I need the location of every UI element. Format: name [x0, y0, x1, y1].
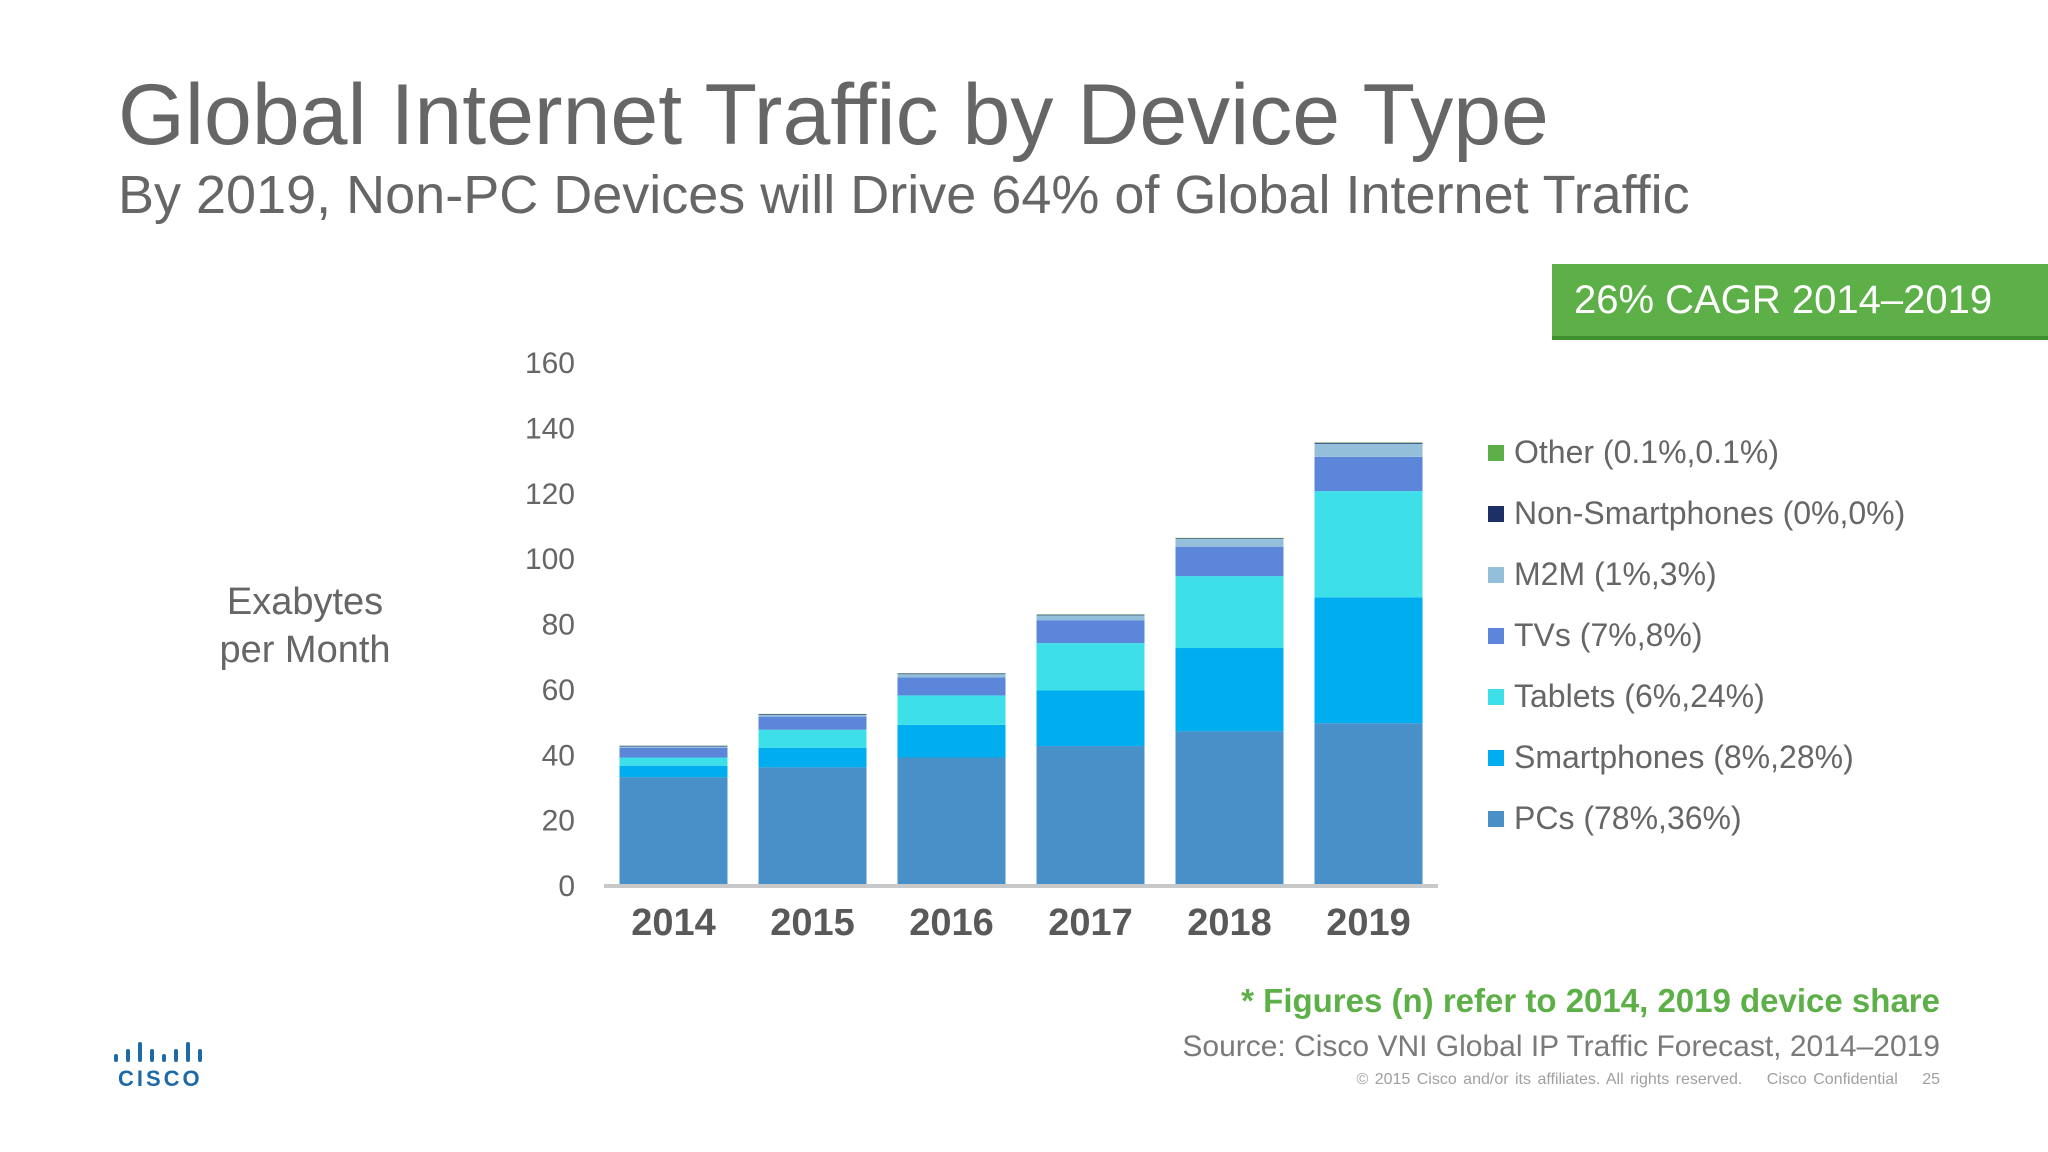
bar-segment-2016-s3: [897, 677, 1006, 696]
bar-segment-2018-s1: [1175, 648, 1284, 732]
y-tick-label: 120: [525, 478, 575, 511]
bar-segment-2015-s0: [758, 767, 867, 885]
x-tick-label-2016: 2016: [909, 902, 994, 944]
bar-segment-2019-s4: [1314, 443, 1423, 457]
y-tick-label: 0: [558, 870, 575, 903]
bar-segment-2014-s3: [619, 747, 728, 758]
legend-swatch: [1488, 627, 1504, 644]
bar-segment-2015-s3: [758, 716, 867, 730]
bar-segment-2015-s5: [758, 714, 867, 715]
source-note: Source: Cisco VNI Global IP Traffic Fore…: [1182, 1030, 1940, 1063]
legend-swatch: [1488, 566, 1504, 583]
bar-segment-2015-s2: [758, 729, 867, 748]
legend-item: M2M (1%,3%): [1488, 544, 1905, 605]
footnote: * Figures (n) refer to 2014, 2019 device…: [1241, 982, 1940, 1019]
legend-label: Smartphones (8%,28%): [1514, 739, 1854, 775]
bar-segment-2018-s0: [1175, 731, 1284, 885]
x-tick-label-2015: 2015: [770, 902, 855, 944]
copyright-text: © 2015 Cisco and/or its affiliates. All …: [1356, 1071, 1743, 1088]
bar-segment-2016-s5: [897, 673, 1006, 675]
bar-segment-2016-s1: [897, 724, 1006, 758]
legend-item: TVs (7%,8%): [1488, 605, 1905, 666]
bar-segment-2016-s0: [897, 757, 1006, 885]
legend-item: Tablets (6%,24%): [1488, 666, 1905, 727]
y-tick-label: 20: [542, 805, 575, 838]
bar-segment-2018-s3: [1175, 546, 1284, 577]
bar-segment-2016-s4: [897, 674, 1006, 678]
x-tick-label-2019: 2019: [1326, 902, 1411, 944]
legend-label: M2M (1%,3%): [1514, 556, 1717, 592]
cisco-bridge-logo-icon: [114, 1042, 202, 1062]
y-tick-label: 40: [542, 739, 575, 772]
bar-segment-2018-s4: [1175, 538, 1284, 547]
legend-swatch: [1488, 444, 1504, 461]
bar-segment-2014-s2: [619, 757, 728, 766]
bar-segment-2018-s2: [1175, 576, 1284, 649]
bar-segment-2019-s2: [1314, 491, 1423, 598]
bar-segment-2015-s1: [758, 747, 867, 768]
bar-segment-2017-s1: [1036, 690, 1145, 747]
bar-segment-2014-s0: [619, 777, 728, 885]
legend-item: Non-Smartphones (0%,0%): [1488, 483, 1905, 544]
bar-segment-2017-s5: [1036, 614, 1145, 616]
legend-swatch: [1488, 749, 1504, 766]
bar-segment-2014-s1: [619, 765, 728, 778]
legend-label: Tablets (6%,24%): [1514, 678, 1765, 714]
y-tick-label: 80: [542, 609, 575, 642]
legend-item: Other (0.1%,0.1%): [1488, 422, 1905, 483]
legend-label: Non-Smartphones (0%,0%): [1514, 495, 1906, 531]
cisco-logo-text: CISCO: [118, 1066, 203, 1091]
page-number: 25: [1922, 1071, 1940, 1088]
bar-segment-2014-s5: [619, 745, 728, 747]
legend-swatch: [1488, 688, 1504, 705]
bar-segment-2018-s5: [1175, 538, 1284, 539]
y-axis-label-line-2: per Month: [219, 629, 391, 671]
bar-segment-2019-s3: [1314, 456, 1423, 492]
copyright-line: © 2015 Cisco and/or its affiliates. All …: [1338, 1071, 1940, 1089]
y-axis-label: Exabytes per Month: [170, 578, 440, 674]
legend-swatch: [1488, 810, 1504, 827]
y-axis-label-line-1: Exabytes: [226, 581, 384, 623]
legend-item: Smartphones (8%,28%): [1488, 727, 1905, 788]
bar-segment-2017-s2: [1036, 643, 1145, 691]
slide-subtitle: By 2019, Non-PC Devices will Drive 64% o…: [118, 165, 1690, 225]
bar-segment-2019-s0: [1314, 723, 1423, 885]
y-tick-label: 60: [542, 674, 575, 707]
y-tick-label: 100: [525, 543, 575, 576]
bar-segment-2019-s1: [1314, 597, 1423, 724]
bar-segment-2017-s3: [1036, 620, 1145, 644]
bar-segment-2017-s0: [1036, 746, 1145, 885]
legend-label: Other (0.1%,0.1%): [1514, 434, 1779, 470]
cagr-badge: 26% CAGR 2014–2019: [1552, 264, 2048, 340]
bar-segment-2019-s5: [1314, 442, 1423, 444]
legend-label: PCs (78%,36%): [1514, 800, 1742, 836]
x-tick-label-2014: 2014: [631, 902, 716, 944]
confidential-text: Cisco Confidential: [1766, 1071, 1898, 1088]
chart-legend: Other (0.1%,0.1%) Non-Smartphones (0%,0%)…: [1488, 422, 1905, 849]
bar-segment-2016-s2: [897, 695, 1006, 725]
legend-label: TVs (7%,8%): [1514, 617, 1703, 653]
bar-segment-2014-s4: [619, 746, 728, 748]
x-tick-label-2018: 2018: [1187, 902, 1272, 944]
legend-swatch: [1488, 505, 1504, 522]
slide-title: Global Internet Traffic by Device Type: [118, 67, 1549, 163]
bar-segment-2017-s4: [1036, 615, 1145, 621]
y-tick-label: 140: [525, 412, 575, 445]
x-tick-label-2017: 2017: [1048, 902, 1133, 944]
y-tick-label: 160: [525, 347, 575, 380]
legend-item: PCs (78%,36%): [1488, 788, 1905, 849]
bar-segment-2015-s4: [758, 714, 867, 717]
